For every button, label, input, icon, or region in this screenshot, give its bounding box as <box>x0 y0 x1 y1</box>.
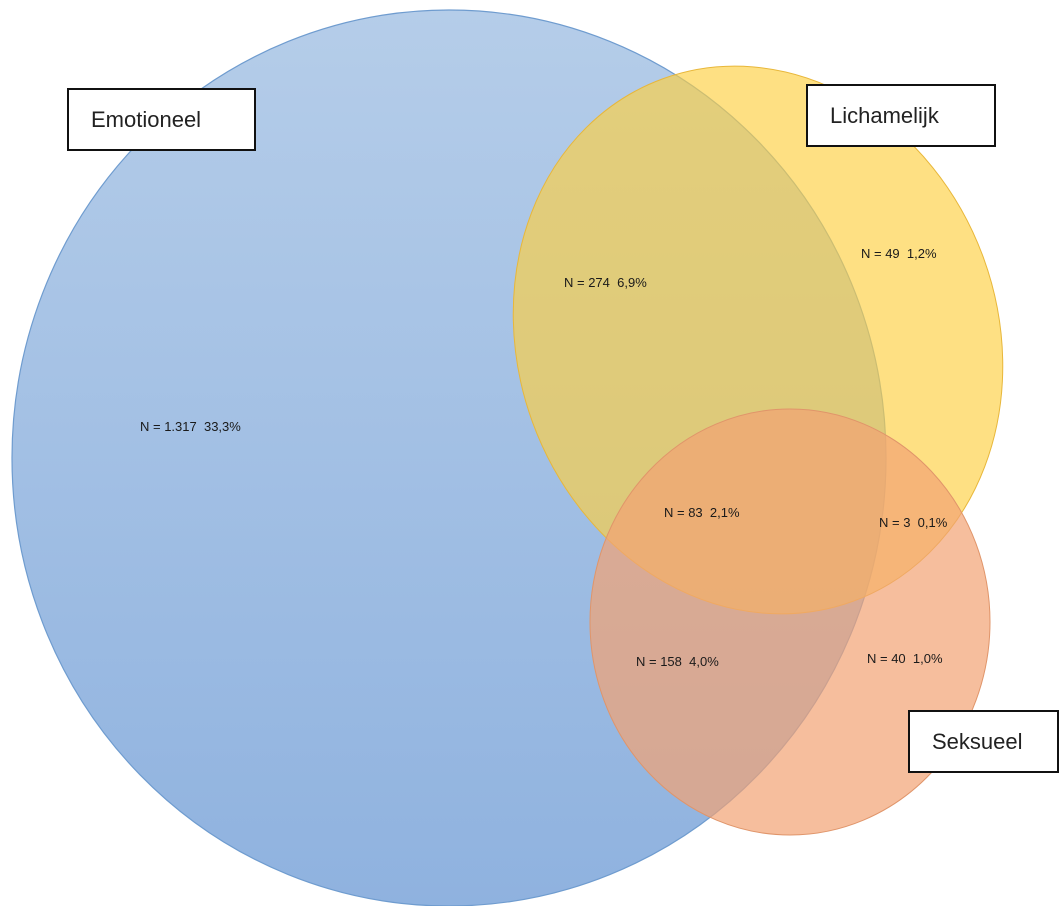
label-box-emotioneel: Emotioneel <box>67 88 256 151</box>
label-box-seksueel: Seksueel <box>908 710 1059 773</box>
set-label-seksueel: Seksueel <box>932 728 1023 754</box>
region-all-three: N = 83 2,1% <box>664 505 740 520</box>
region-lichamelijk-seksueel: N = 3 0,1% <box>879 515 948 530</box>
region-lichamelijk-only: N = 49 1,2% <box>861 246 937 261</box>
region-seksueel-only: N = 40 1,0% <box>867 651 943 666</box>
region-emotioneel-lichamelijk: N = 274 6,9% <box>564 275 647 290</box>
region-emotioneel-only: N = 1.317 33,3% <box>140 419 241 434</box>
label-box-lichamelijk: Lichamelijk <box>806 84 996 147</box>
set-label-lichamelijk: Lichamelijk <box>830 102 939 128</box>
region-emotioneel-seksueel: N = 158 4,0% <box>636 654 719 669</box>
seksueel-ellipse <box>589 408 991 836</box>
set-label-emotioneel: Emotioneel <box>91 106 202 132</box>
